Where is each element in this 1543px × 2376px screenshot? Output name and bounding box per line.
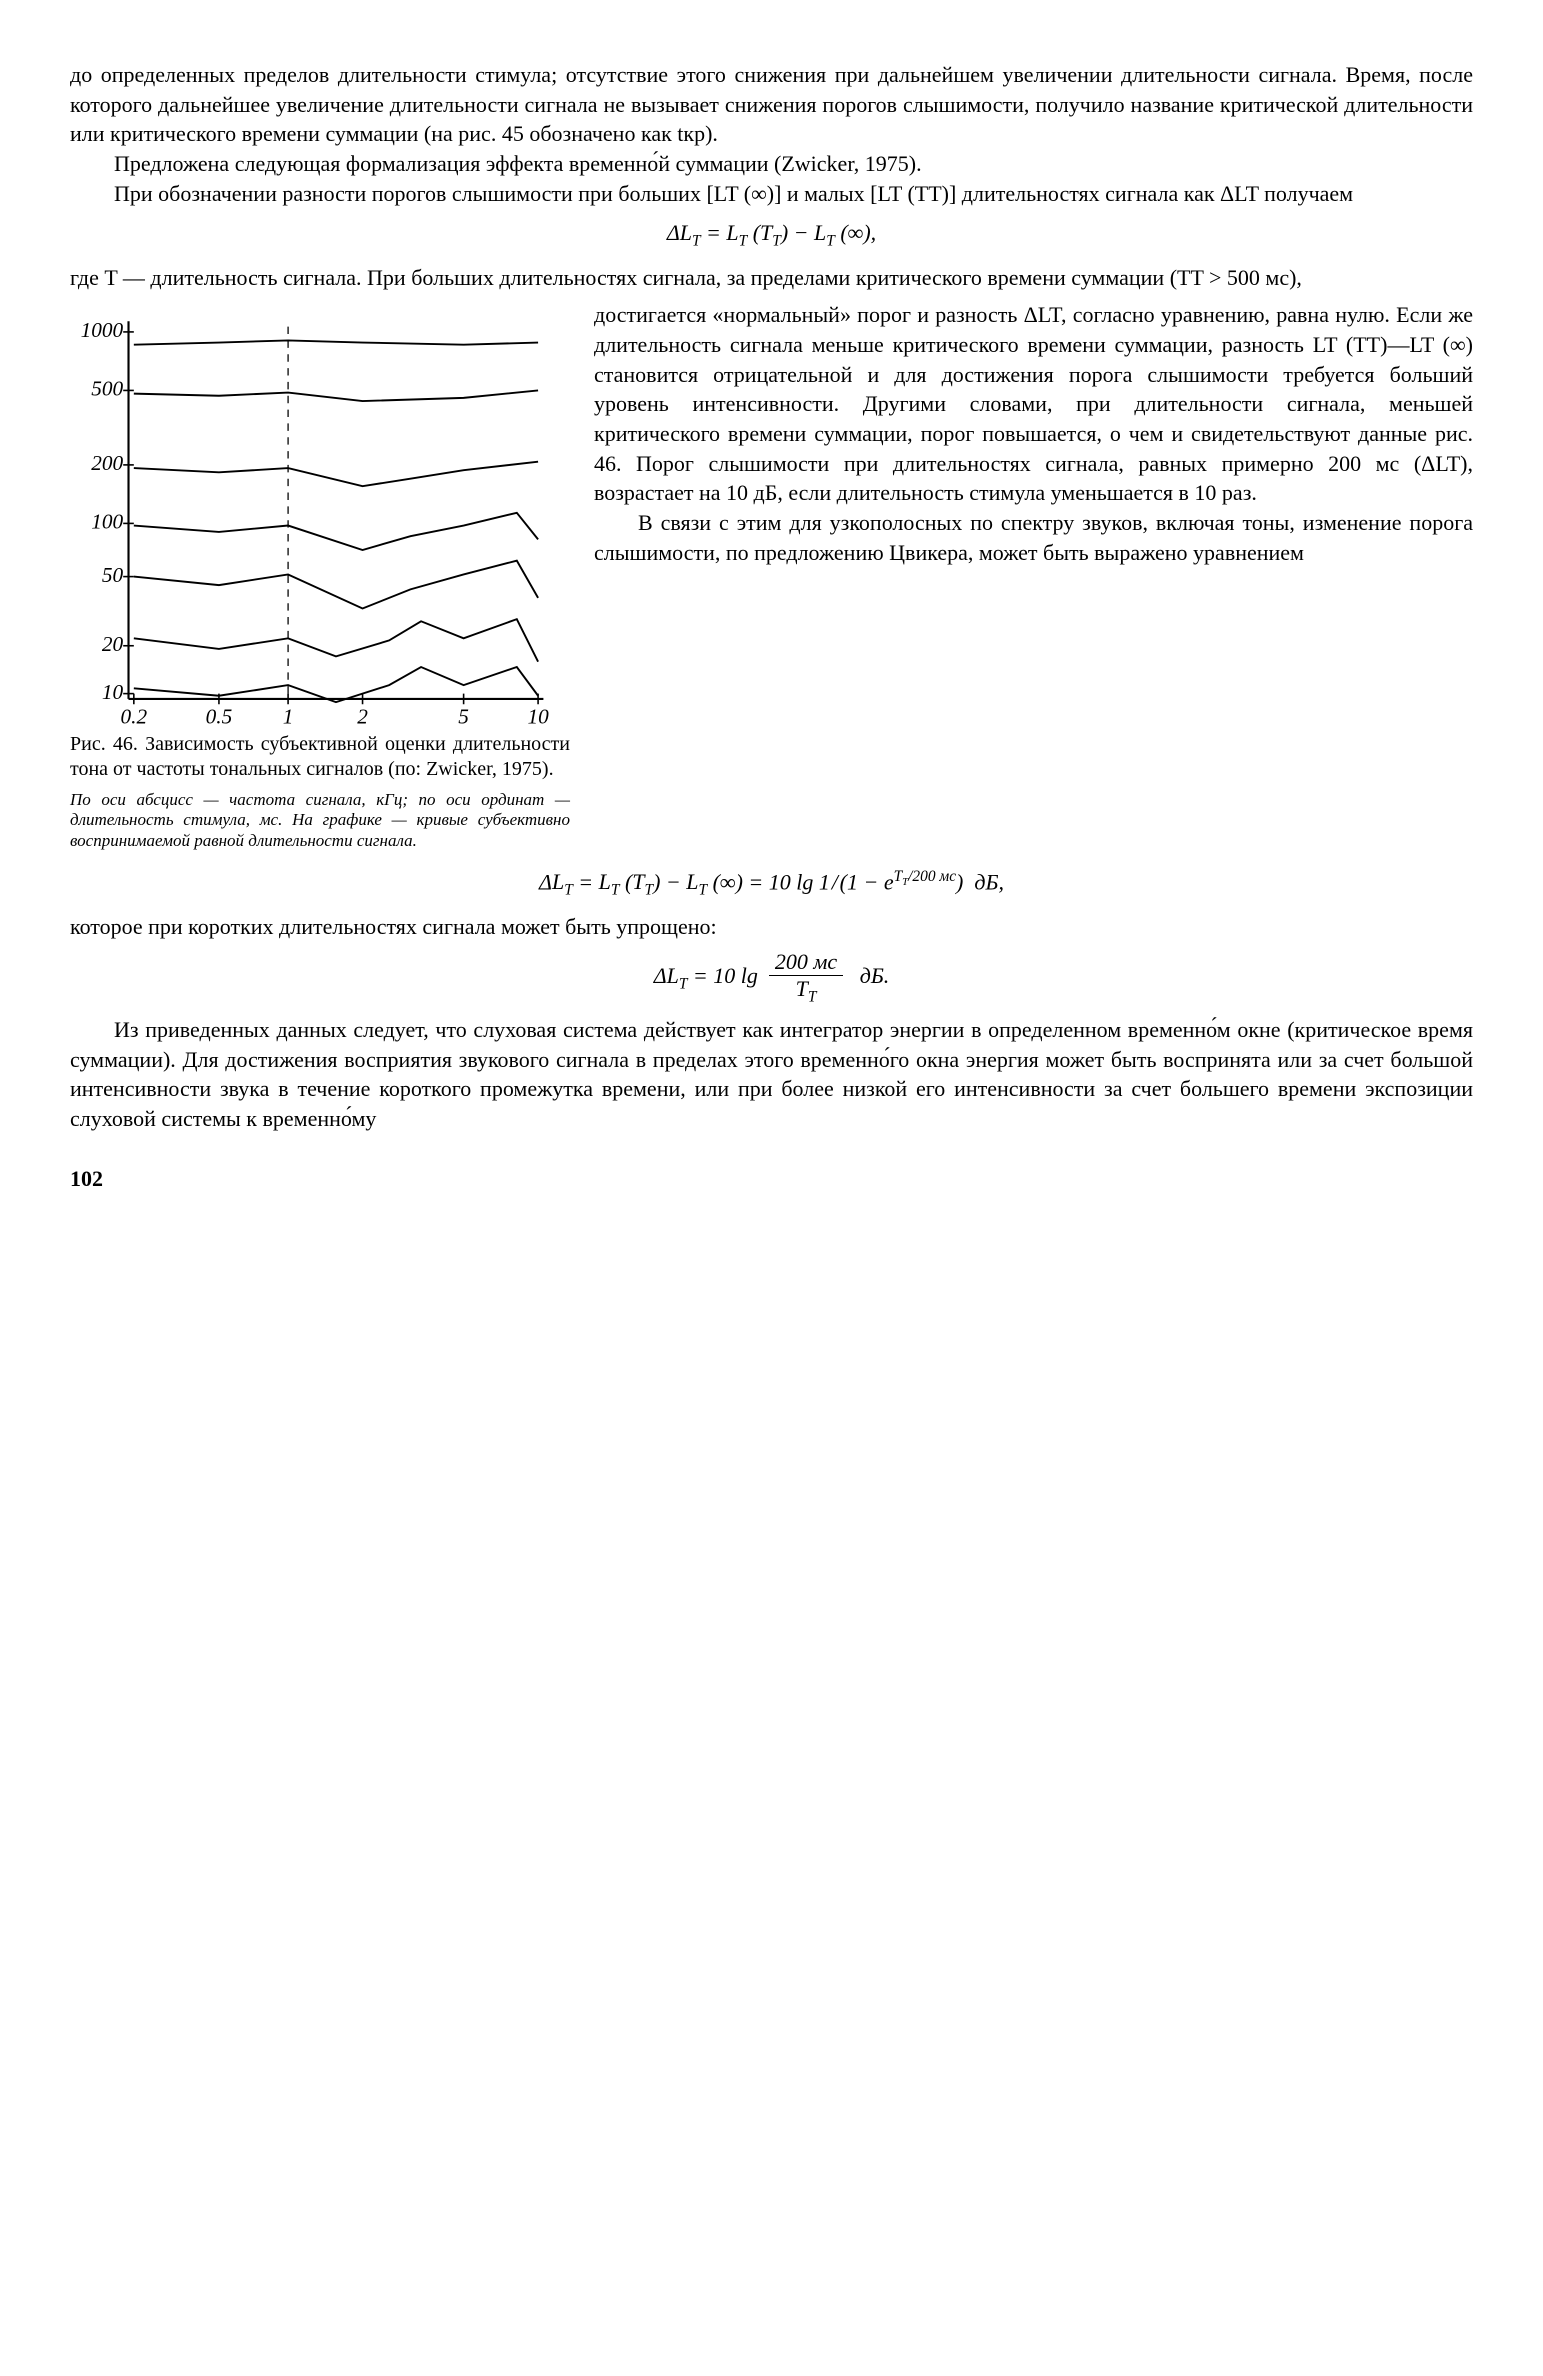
svg-text:2: 2 bbox=[357, 705, 368, 726]
paragraph: которое при коротких длительностях сигна… bbox=[70, 912, 1473, 942]
svg-text:1000: 1000 bbox=[81, 319, 124, 343]
paragraph: до определенных пределов длительности ст… bbox=[70, 60, 1473, 149]
figure-and-text-wrap: 1000 500 200 100 50 20 10 0.2 0.5 bbox=[70, 300, 1473, 567]
svg-text:10: 10 bbox=[102, 680, 124, 704]
figure-caption: Рис. 46. Зависимость субъективной оценки… bbox=[70, 732, 570, 782]
svg-text:5: 5 bbox=[458, 705, 469, 726]
page-number: 102 bbox=[70, 1164, 1473, 1194]
svg-text:50: 50 bbox=[102, 563, 124, 587]
page-container: до определенных пределов длительности ст… bbox=[70, 60, 1473, 1193]
figure-subcaption: По оси абсцисс — частота сигнала, кГц; п… bbox=[70, 790, 570, 851]
paragraph: Из приведенных данных следует, что слухо… bbox=[70, 1015, 1473, 1134]
svg-text:1: 1 bbox=[283, 705, 294, 726]
svg-text:0.2: 0.2 bbox=[121, 705, 148, 726]
paragraph: При обозначении разности порогов слышимо… bbox=[70, 179, 1473, 209]
paragraph: Предложена следующая формализация эффект… bbox=[70, 149, 1473, 179]
svg-text:200: 200 bbox=[91, 452, 123, 476]
svg-text:0.5: 0.5 bbox=[206, 705, 233, 726]
paragraph: где T — длительность сигнала. При больши… bbox=[70, 263, 1473, 293]
equation: ΔLT = LT (TT) − LT (∞) = 10 lg 1 / (1 − … bbox=[70, 867, 1473, 902]
svg-text:20: 20 bbox=[102, 632, 124, 656]
figure-46: 1000 500 200 100 50 20 10 0.2 0.5 bbox=[70, 300, 570, 851]
equation: ΔLT = 10 lg 200 мс TT дБ. bbox=[70, 951, 1473, 1005]
equation: ΔLT = LT (TT) − LT (∞), bbox=[70, 218, 1473, 252]
svg-text:10: 10 bbox=[527, 705, 549, 726]
svg-text:500: 500 bbox=[91, 377, 123, 401]
chart-svg: 1000 500 200 100 50 20 10 0.2 0.5 bbox=[70, 300, 570, 726]
svg-text:100: 100 bbox=[91, 510, 123, 534]
